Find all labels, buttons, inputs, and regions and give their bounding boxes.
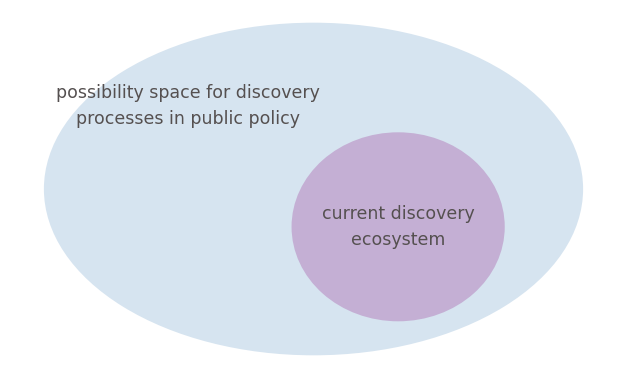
Text: possibility space for discovery
processes in public policy: possibility space for discovery processe… bbox=[56, 84, 320, 128]
Ellipse shape bbox=[44, 23, 583, 355]
Text: current discovery
ecosystem: current discovery ecosystem bbox=[322, 204, 475, 249]
Ellipse shape bbox=[292, 132, 505, 321]
